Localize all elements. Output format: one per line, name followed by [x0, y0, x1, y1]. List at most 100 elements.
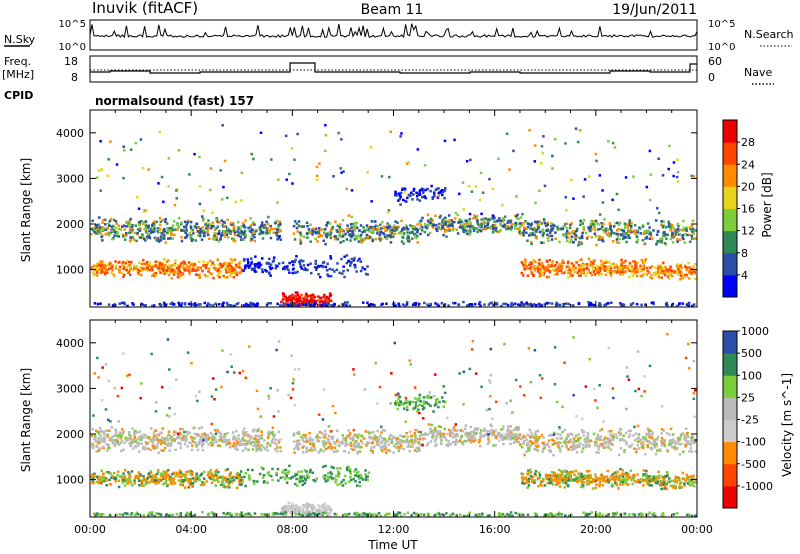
- echo-cell: [123, 301, 126, 304]
- echo-cell: [335, 450, 338, 453]
- echo-cell: [463, 225, 467, 228]
- echo-cell: [447, 224, 450, 227]
- echo-cell: [100, 469, 103, 472]
- echo-cell: [383, 429, 387, 432]
- echo-cell: [184, 436, 187, 440]
- echo-cell: [426, 303, 429, 306]
- echo-cell: [178, 274, 182, 277]
- echo-cell: [443, 139, 447, 143]
- echo-cell: [462, 208, 465, 211]
- echo-cell: [176, 435, 180, 438]
- echo-cell: [395, 442, 398, 446]
- echo-cell: [392, 235, 395, 238]
- echo-cell: [131, 224, 134, 227]
- echo-cell: [437, 194, 440, 198]
- echo-cell: [607, 232, 611, 235]
- echo-cell: [127, 222, 130, 225]
- echo-cell: [342, 303, 345, 307]
- echo-cell: [293, 447, 296, 450]
- echo-cell: [314, 448, 317, 452]
- echo-cell: [575, 261, 578, 264]
- echo-cell: [315, 165, 319, 169]
- echo-cell: [222, 484, 225, 488]
- echo-cell: [450, 220, 454, 224]
- echo-cell: [306, 504, 310, 508]
- echo-cell: [129, 439, 133, 442]
- echo-cell: [158, 130, 161, 134]
- echo-cell: [226, 218, 229, 222]
- echo-cell: [130, 226, 134, 229]
- echo-cell: [643, 242, 646, 246]
- echo-cell: [568, 269, 571, 272]
- echo-cell: [95, 223, 98, 227]
- echo-cell: [308, 431, 311, 435]
- echo-cell: [461, 429, 465, 433]
- echo-cell: [138, 483, 141, 487]
- echo-cell: [207, 227, 210, 230]
- echo-cell: [235, 486, 239, 489]
- echo-cell: [140, 442, 143, 445]
- echo-cell: [341, 434, 344, 437]
- echo-cell: [554, 138, 557, 141]
- echo-cell: [309, 262, 312, 265]
- echo-cell: [388, 434, 392, 438]
- echo-cell: [167, 237, 170, 240]
- echo-cell: [397, 446, 401, 449]
- echo-cell: [110, 266, 113, 270]
- echo-cell: [186, 433, 189, 436]
- echo-cell: [461, 226, 465, 229]
- echo-cell: [285, 267, 288, 270]
- echo-cell: [506, 425, 510, 428]
- echo-cell: [417, 447, 420, 450]
- echo-cell: [459, 429, 462, 432]
- echo-cell: [103, 273, 107, 276]
- echo-cell: [407, 443, 411, 446]
- echo-cell: [296, 299, 300, 302]
- echo-cell: [622, 265, 626, 268]
- echo-cell: [439, 191, 442, 195]
- echo-cell: [110, 229, 114, 233]
- echo-cell: [233, 268, 236, 271]
- echo-cell: [523, 258, 527, 261]
- echo-cell: [438, 227, 441, 230]
- echo-cell: [208, 223, 212, 226]
- echo-cell: [131, 302, 134, 305]
- echo-cell: [326, 295, 329, 299]
- echo-cell: [289, 302, 292, 305]
- echo-cell: [633, 271, 636, 274]
- echo-cell: [155, 220, 158, 224]
- echo-cell: [193, 479, 196, 482]
- echo-cell: [353, 445, 356, 448]
- echo-cell: [386, 439, 389, 443]
- echo-cell: [261, 268, 264, 271]
- echo-cell: [609, 272, 612, 275]
- echo-cell: [341, 229, 344, 232]
- echo-cell: [346, 443, 349, 446]
- echo-cell: [564, 142, 567, 145]
- echo-cell: [119, 228, 123, 231]
- echo-cell: [324, 134, 328, 137]
- echo-cell: [405, 303, 409, 306]
- echo-cell: [324, 149, 327, 153]
- echo-cell: [210, 272, 214, 276]
- echo-cell: [268, 444, 272, 447]
- echo-cell: [188, 484, 191, 487]
- echo-cell: [96, 228, 99, 232]
- echo-cell: [639, 232, 642, 235]
- echo-cell: [318, 506, 322, 510]
- echo-cell: [690, 273, 694, 276]
- echo-cell: [286, 507, 290, 510]
- echo-cell: [556, 268, 559, 272]
- echo-cell: [326, 262, 329, 266]
- echo-cell: [130, 148, 133, 151]
- echo-cell: [376, 441, 379, 444]
- echo-cell: [171, 237, 175, 240]
- echo-cell: [218, 272, 221, 275]
- echo-cell: [426, 213, 430, 217]
- echo-cell: [380, 441, 383, 445]
- echo-cell: [510, 433, 513, 436]
- echo-cell: [370, 431, 373, 434]
- echo-cell: [615, 263, 618, 266]
